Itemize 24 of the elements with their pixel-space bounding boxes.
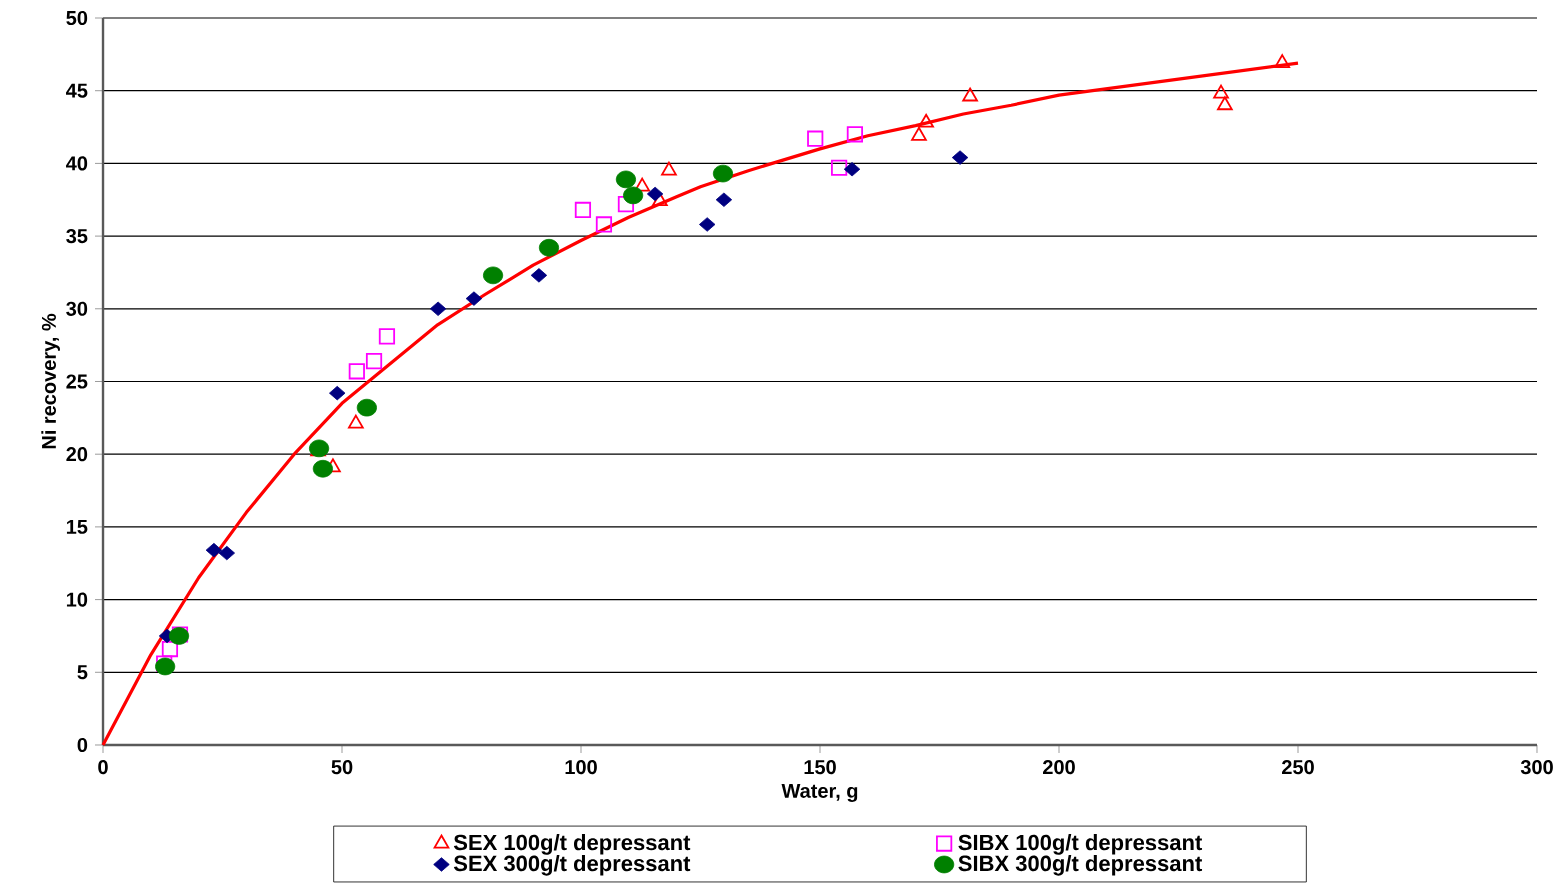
- legend-label: SEX 100g/t depressant: [453, 834, 691, 855]
- x-tick-label: 250: [1282, 760, 1314, 775]
- y-tick-label: 40: [66, 156, 88, 171]
- x-tick-label: 300: [1520, 760, 1553, 775]
- y-tick-label: 45: [66, 83, 88, 98]
- x-tick-label: 100: [565, 760, 597, 775]
- y-axis-title: Ni recovery, %: [41, 313, 60, 449]
- y-tick-label: 35: [66, 229, 88, 244]
- x-tick-label: 200: [1043, 760, 1075, 775]
- y-tick-label: 0: [77, 737, 88, 753]
- legend-label: SIBX 300g/t depressant: [958, 855, 1203, 876]
- x-tick-label: 0: [98, 760, 108, 775]
- y-tick-label: 30: [66, 301, 88, 316]
- y-tick-label: 50: [66, 10, 88, 26]
- x-tick-label: 150: [804, 760, 836, 775]
- legend-label: SEX 300g/t depressant: [453, 855, 691, 876]
- y-tick-label: 5: [77, 665, 88, 680]
- legend-label: SIBX 100g/t depressant: [958, 834, 1203, 855]
- y-tick-label: 10: [66, 592, 88, 607]
- y-tick-label: 15: [66, 519, 88, 534]
- y-tick-label: 25: [66, 374, 88, 389]
- y-tick-label: 20: [66, 447, 88, 462]
- x-axis-title: Water, g: [781, 783, 858, 802]
- x-tick-label: 50: [331, 760, 353, 775]
